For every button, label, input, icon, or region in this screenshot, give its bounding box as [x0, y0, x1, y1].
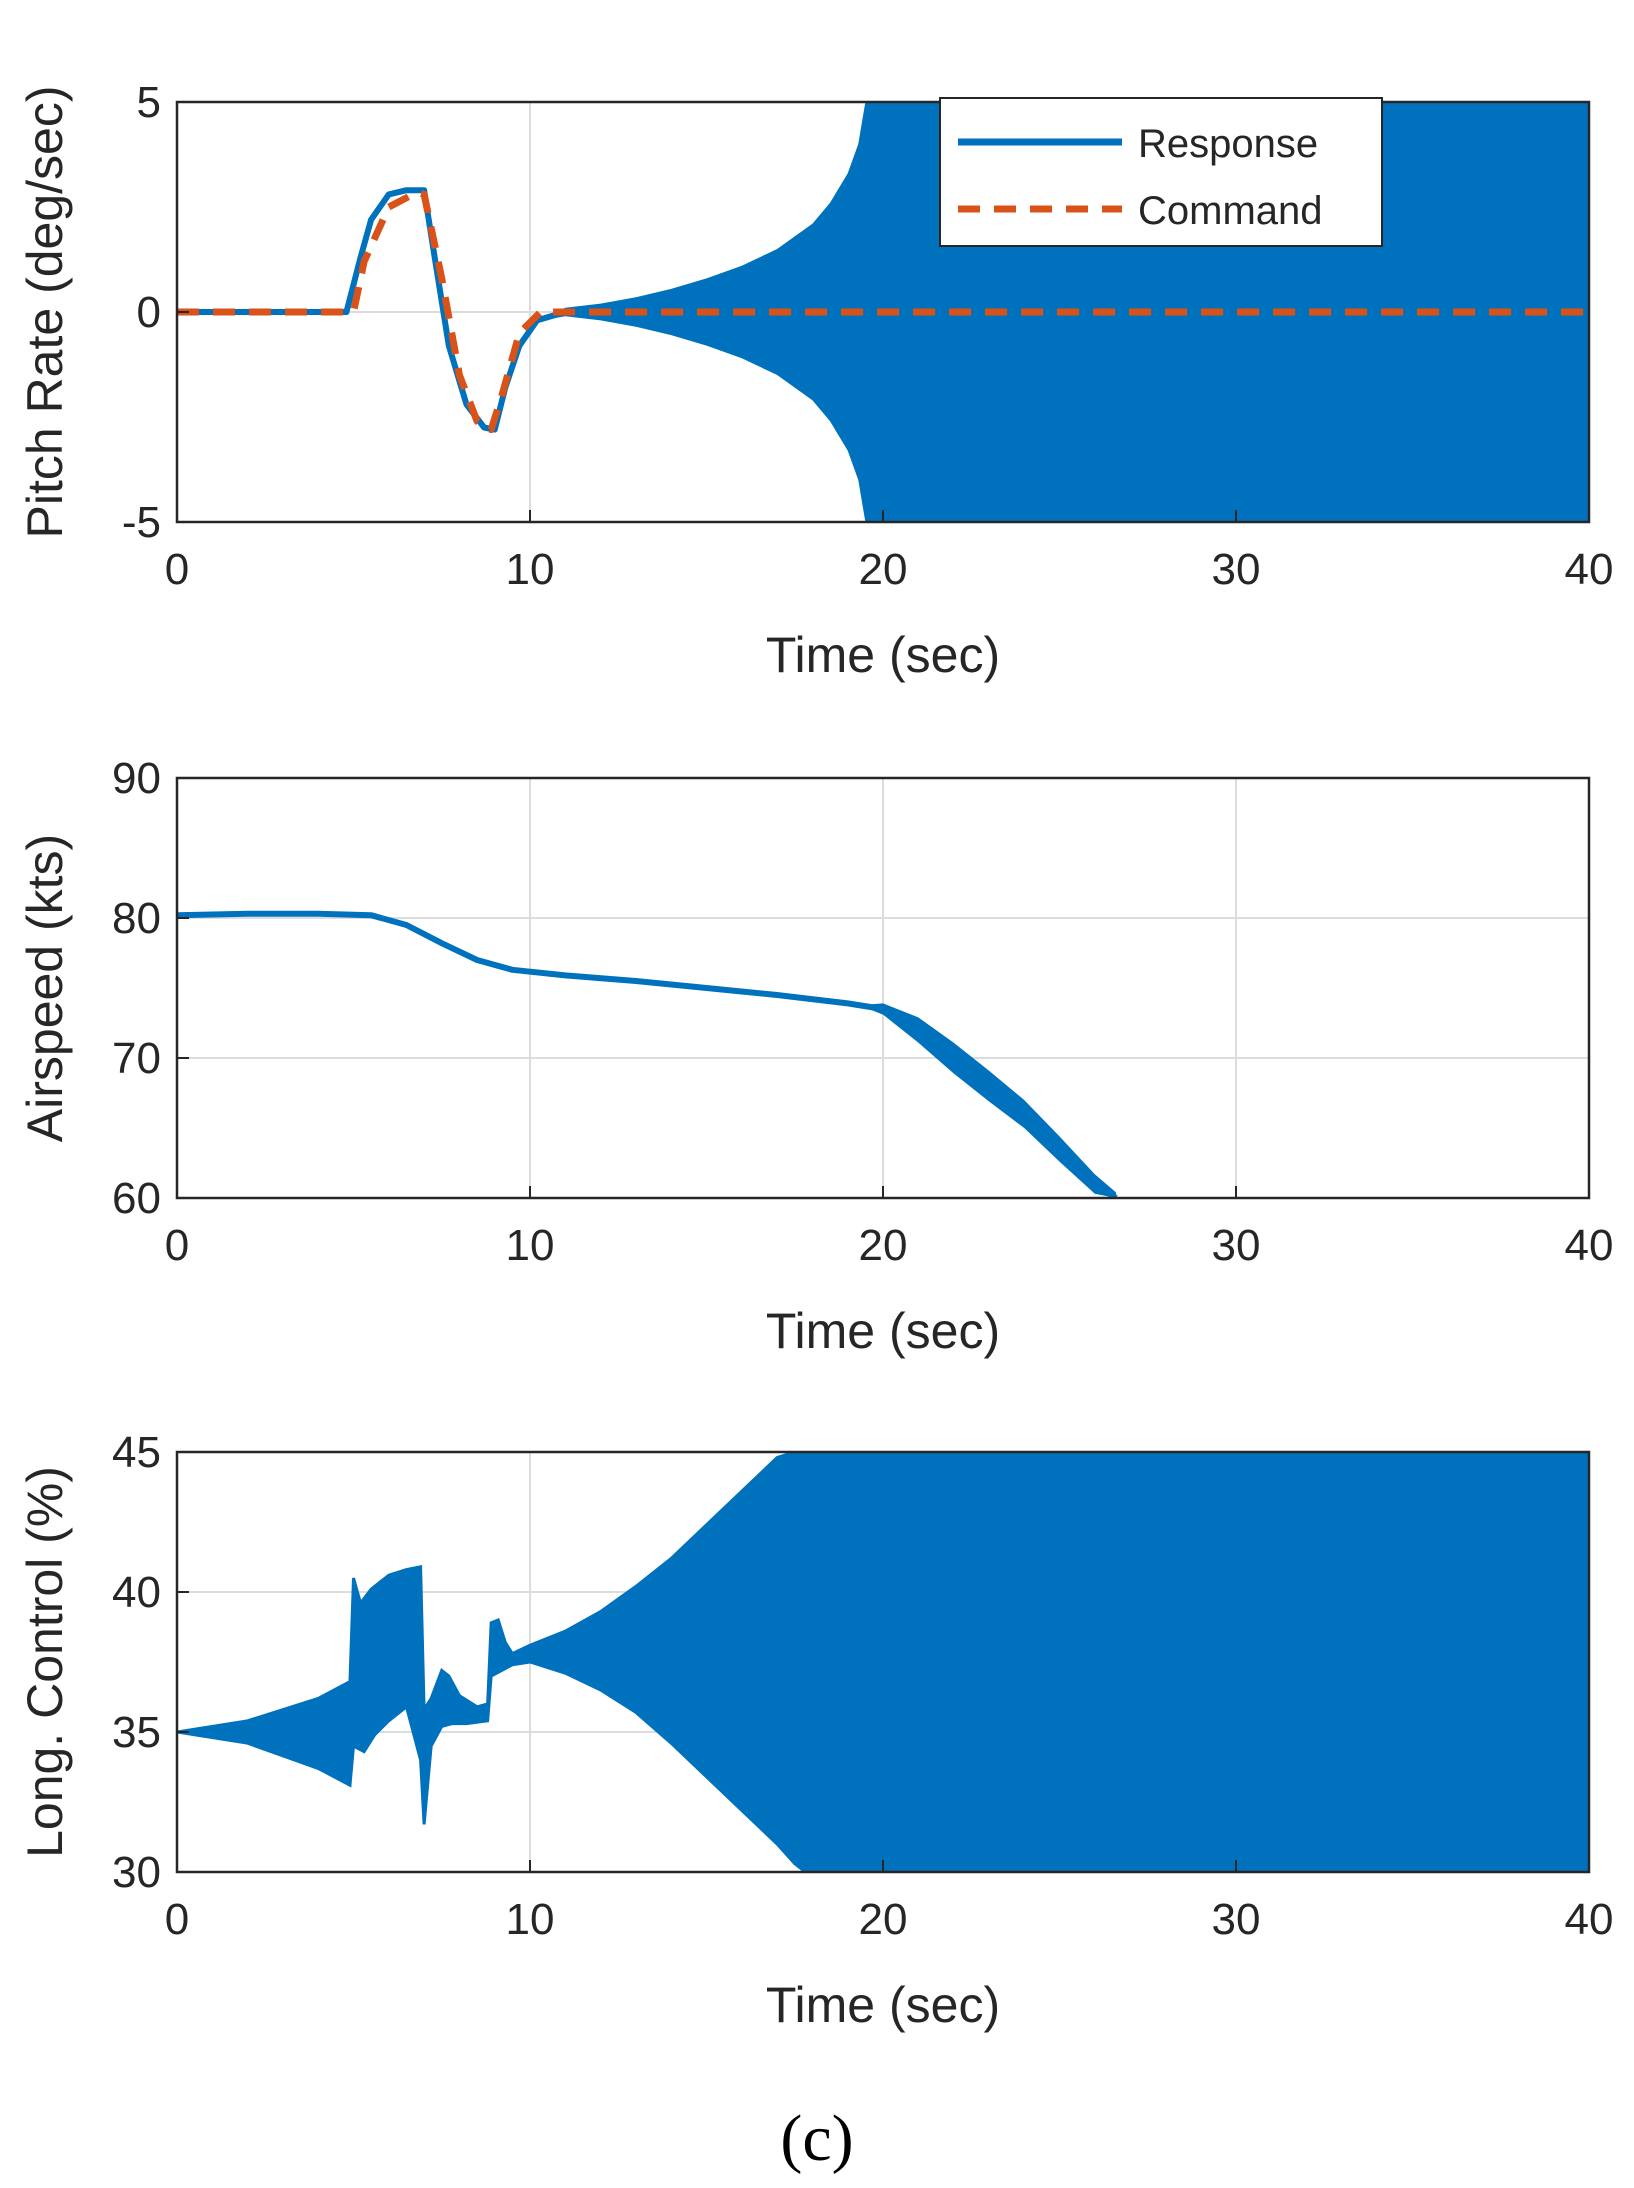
- long-control-xtick-label-4: 40: [1565, 1895, 1614, 1944]
- pitch-rate-x-axis-label: Time (sec): [766, 627, 1000, 683]
- pitch-rate-y-axis-label: Pitch Rate (deg/sec): [17, 86, 73, 539]
- chart-pitch-rate: 0 10 20 30 40-505 Time (sec) Pitch Rate (deg…: [17, 78, 1613, 683]
- pitch-rate-xtick-label-1: 10: [506, 545, 555, 594]
- legend-response-label: Response: [1138, 122, 1318, 166]
- airspeed-x-axis-label: Time (sec): [766, 1303, 1000, 1359]
- airspeed-plot-area: [177, 910, 1118, 1198]
- long-control-plot-area: [177, 1452, 1589, 1872]
- airspeed-tick-labels: 0 10 20 30 40 60 70 80 90: [112, 754, 1613, 1270]
- pitch-rate-xtick-label-2: 20: [859, 545, 908, 594]
- long-control-long-control-oscillation-band: [177, 1452, 1589, 1872]
- airspeed-ytick-label-1: 70: [112, 1034, 161, 1083]
- long-control-ytick-label-0: 30: [112, 1848, 161, 1897]
- airspeed-xtick-label-1: 10: [506, 1221, 555, 1270]
- airspeed-ytick-label-0: 60: [112, 1174, 161, 1223]
- long-control-x-axis-label: Time (sec): [766, 1977, 1000, 2033]
- figure-caption: (c): [780, 2102, 853, 2175]
- pitch-rate-response-line: [177, 187, 1589, 433]
- long-control-xtick-label-3: 30: [1212, 1895, 1261, 1944]
- airspeed-airspeed-oscillation-band: [865, 1003, 1116, 1198]
- airspeed-airspeed-line: [177, 910, 1118, 1198]
- legend-box: [939, 97, 1383, 247]
- airspeed-grid: [176, 777, 1590, 1199]
- legend-command-label: Command: [1138, 189, 1323, 233]
- long-control-ytick-label-1: 35: [112, 1708, 161, 1757]
- airspeed-ytick-label-3: 90: [112, 754, 161, 803]
- airspeed-xtick-label-4: 40: [1565, 1221, 1614, 1270]
- airspeed-y-axis-label: Airspeed (kts): [17, 834, 73, 1142]
- long-control-xtick-label-2: 20: [859, 1895, 908, 1944]
- airspeed-xtick-label-0: 0: [165, 1221, 189, 1270]
- pitch-rate-ytick-label-1: 0: [137, 288, 161, 337]
- long-control-y-axis-label: Long. Control (%): [17, 1466, 73, 1858]
- pitch-rate-ytick-label-2: 5: [137, 78, 161, 127]
- long-control-ytick-label-3: 45: [112, 1428, 161, 1477]
- long-control-xtick-label-1: 10: [506, 1895, 555, 1944]
- long-control-xtick-label-0: 0: [165, 1895, 189, 1944]
- pitch-rate-xtick-label-4: 40: [1565, 545, 1614, 594]
- airspeed-xtick-label-3: 30: [1212, 1221, 1261, 1270]
- airspeed-xtick-label-2: 20: [859, 1221, 908, 1270]
- pitch-rate-command-line: [177, 188, 1589, 434]
- pitch-rate-ytick-label-0: -5: [122, 498, 161, 547]
- chart-long-control: 0 10 20 30 40 30 35 40 45 Time (sec) Long. Contr…: [17, 1428, 1613, 2033]
- chart-airspeed: 0 10 20 30 40 60 70 80 90 Time (sec) Airspeed (k…: [17, 754, 1613, 1359]
- legend: Response Command: [939, 97, 1383, 247]
- long-control-ytick-label-2: 40: [112, 1568, 161, 1617]
- pitch-rate-xtick-label-3: 30: [1212, 545, 1261, 594]
- airspeed-ytick-label-2: 80: [112, 894, 161, 943]
- pitch-rate-tick-labels: 0 10 20 30 40-505: [122, 78, 1614, 594]
- pitch-rate-xtick-label-0: 0: [165, 545, 189, 594]
- long-control-tick-labels: 0 10 20 30 40 30 35 40 45: [112, 1428, 1613, 1944]
